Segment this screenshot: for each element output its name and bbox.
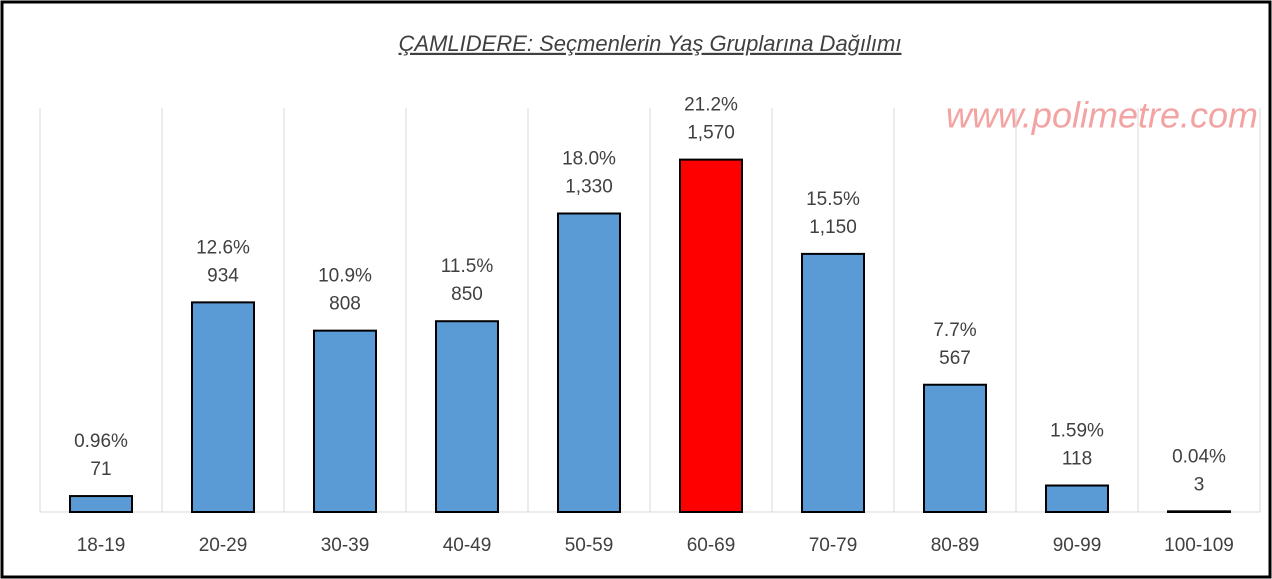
value-label: 567 [939, 348, 971, 369]
value-label: 118 [1062, 449, 1092, 470]
x-tick-label: 20-29 [199, 535, 248, 556]
value-label: 934 [207, 265, 239, 286]
value-label: 1,570 [687, 123, 735, 144]
bar [313, 329, 377, 513]
percent-label: 1.59% [1050, 421, 1104, 442]
bar [1045, 484, 1109, 514]
x-tick-label: 90-99 [1053, 535, 1102, 556]
x-tick-label: 80-89 [931, 535, 980, 556]
bar [679, 158, 743, 513]
percent-label: 18.0% [562, 149, 616, 170]
percent-label: 10.9% [318, 266, 372, 287]
percent-label: 7.7% [933, 320, 976, 341]
bar [69, 495, 133, 514]
x-tick-label: 40-49 [443, 535, 492, 556]
bar [191, 301, 255, 513]
bar [1167, 510, 1231, 513]
value-label: 1,150 [809, 217, 857, 238]
watermark: www.polimetre.com [946, 95, 1258, 136]
percent-label: 21.2% [684, 95, 738, 116]
bar [435, 320, 499, 513]
bar [801, 252, 865, 513]
percent-label: 0.04% [1172, 446, 1226, 467]
percent-label: 11.5% [441, 256, 494, 277]
value-label: 71 [90, 459, 111, 480]
value-label: 3 [1194, 474, 1205, 495]
value-label: 808 [329, 294, 361, 315]
x-tick-label: 100-109 [1164, 535, 1234, 556]
chart-title: ÇAMLIDERE: Seçmenlerin Yaş Gruplarına Da… [399, 31, 902, 56]
bar [923, 383, 987, 513]
value-label: 1,330 [565, 177, 613, 198]
x-tick-label: 60-69 [687, 535, 736, 556]
percent-label: 15.5% [806, 189, 860, 210]
bar [557, 212, 621, 513]
x-tick-label: 50-59 [565, 535, 614, 556]
x-tick-label: 30-39 [321, 535, 370, 556]
x-tick-label: 70-79 [809, 535, 858, 556]
x-tick-label: 18-19 [77, 535, 126, 556]
value-label: 850 [451, 284, 483, 305]
percent-label: 0.96% [74, 431, 128, 452]
percent-label: 12.6% [196, 237, 250, 258]
